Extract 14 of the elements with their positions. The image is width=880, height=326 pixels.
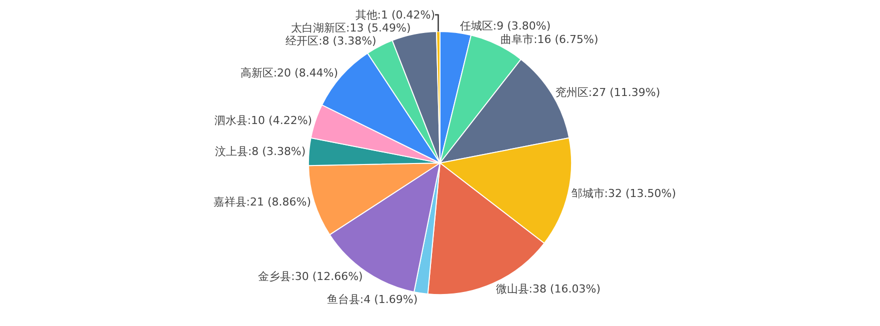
slice-label: 曲阜市:16 (6.75%) xyxy=(500,32,598,46)
slice-label: 经开区:8 (3.38%) xyxy=(286,34,376,48)
slice-label: 其他:1 (0.42%) xyxy=(355,8,436,22)
slice-label: 太白湖新区:13 (5.49%) xyxy=(291,21,411,34)
slice-label: 鱼台县:4 (1.69%) xyxy=(326,293,418,306)
slice-label: 邹城市:32 (13.50%) xyxy=(571,187,676,200)
slice-label: 任城区:9 (3.80%) xyxy=(458,19,551,32)
slice-label: 泗水县:10 (4.22%) xyxy=(214,114,312,127)
slice-label: 高新区:20 (8.44%) xyxy=(240,66,338,80)
slice-label: 嘉祥县:21 (8.86%) xyxy=(213,196,311,209)
slice-label: 兖州区:27 (11.39%) xyxy=(555,86,660,99)
slice-label: 微山县:38 (16.03%) xyxy=(496,282,601,296)
slice-label: 汶上县:8 (3.38%) xyxy=(214,145,306,158)
slice-label: 金乡县:30 (12.66%) xyxy=(258,270,363,283)
